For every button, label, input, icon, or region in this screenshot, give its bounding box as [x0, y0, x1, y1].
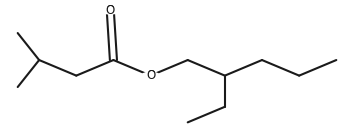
Text: O: O [106, 4, 115, 17]
Text: O: O [146, 69, 155, 82]
Text: O: O [106, 4, 115, 17]
Text: O: O [146, 69, 155, 82]
Circle shape [102, 7, 119, 14]
Circle shape [142, 72, 159, 79]
